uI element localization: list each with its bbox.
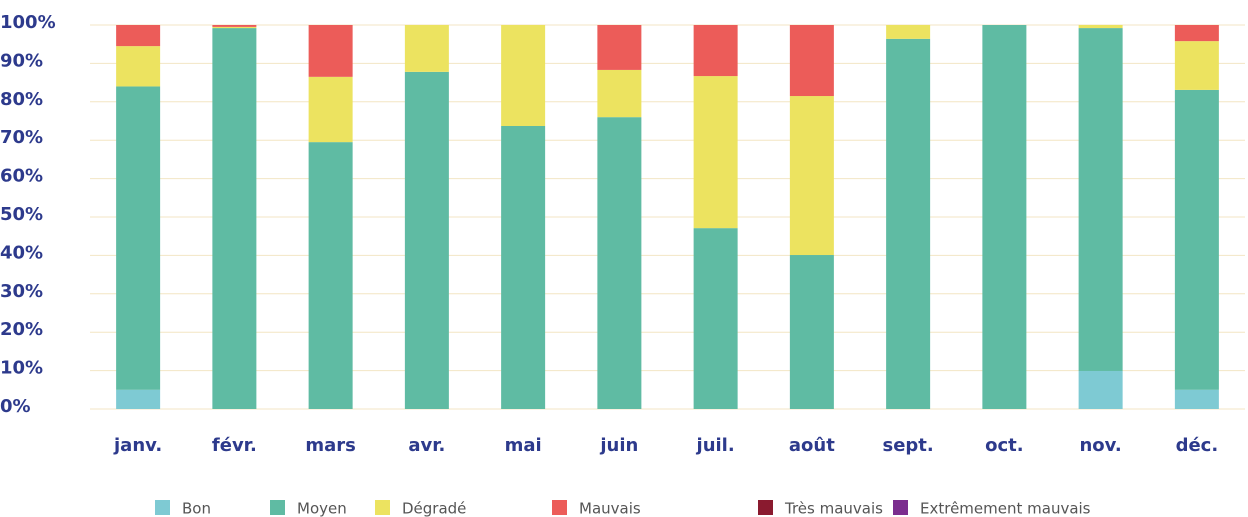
bar-segment [789,25,834,97]
legend-label: Dégradé [402,500,466,517]
x-tick-label: mai [505,435,542,456]
bar-segment [982,25,1027,409]
bar-segment [116,25,161,47]
bar-segment [116,46,161,87]
bar-segment [308,76,353,143]
legend-label: Moyen [297,500,347,517]
y-tick-label: 0% [0,396,31,417]
y-tick-label: 90% [0,50,43,71]
bar-segment [1174,25,1219,42]
bar-segment [1174,89,1219,390]
legend-label: Très mauvais [784,500,883,517]
bar-segment [789,255,834,409]
bar-segment [308,142,353,409]
bar-segment [212,26,257,29]
bar-segment [1174,389,1219,409]
legend-label: Extrêmement mauvais [920,500,1091,517]
legend-swatch [552,500,567,515]
bar-segment [597,69,642,118]
y-tick-label: 20% [0,319,43,340]
bar-segment [597,117,642,409]
bar-segment [693,228,738,409]
bar-segment [886,25,931,39]
x-tick-label: avr. [408,435,445,456]
bar-segment [886,38,931,409]
bar-segment [308,25,353,77]
x-tick-label: déc. [1176,435,1219,456]
x-tick-label: janv. [113,435,162,456]
bar-segment [501,25,546,126]
x-tick-label: mars [305,435,356,456]
bar-segment [404,25,449,72]
legend-swatch [893,500,908,515]
bar-segment [116,389,161,409]
y-tick-label: 60% [0,166,43,187]
bar-segment [212,25,257,27]
bar-segment [1174,41,1219,90]
legend-swatch [155,500,170,515]
x-tick-label: févr. [212,435,257,456]
x-tick-label: sept. [883,435,934,456]
x-tick-label: nov. [1079,435,1121,456]
bar-segment [116,86,161,390]
y-tick-label: 40% [0,242,43,263]
y-tick-label: 70% [0,127,43,148]
y-tick-label: 10% [0,358,43,379]
bar-segment [789,96,834,256]
x-tick-label: juil. [696,435,735,456]
y-tick-label: 80% [0,89,43,110]
bar-segment [501,125,546,409]
bar-segment [212,28,257,410]
x-tick-label: oct. [985,435,1023,456]
x-tick-label: août [789,435,835,456]
legend-swatch [758,500,773,515]
y-tick-label: 30% [0,281,43,302]
bar-segment [1078,370,1123,409]
legend-label: Mauvais [579,500,641,517]
x-tick-label: juin [599,435,638,456]
legend-swatch [270,500,285,515]
bar-segment [693,76,738,229]
bar-segment [597,25,642,70]
bar-segment [1078,28,1123,371]
legend-swatch [375,500,390,515]
y-tick-label: 100% [0,12,56,33]
bar-segment [1078,25,1123,29]
y-tick-label: 50% [0,204,43,225]
bar-segment [693,25,738,77]
legend-label: Bon [182,500,211,517]
bar-segment [404,71,449,410]
